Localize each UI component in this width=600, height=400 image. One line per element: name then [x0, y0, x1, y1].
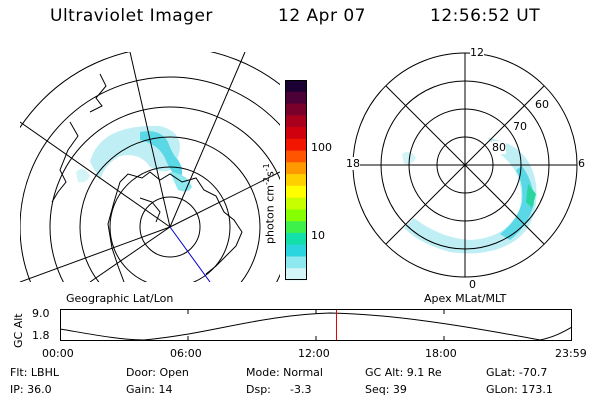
colorbar-swatch: [285, 244, 307, 257]
gain-info: Gain: 14: [126, 383, 173, 396]
altitude-plot: [59, 309, 573, 341]
coastlines: [51, 73, 243, 282]
door-info: Door: Open: [126, 366, 189, 379]
colorbar-swatch: [285, 256, 307, 269]
glat-info: GLat: -70.7: [486, 366, 548, 379]
xtick-0600: 06:00: [170, 347, 202, 360]
altitude-ytick-high: 9.0: [32, 307, 50, 320]
date-label: 12 Apr 07: [278, 6, 366, 26]
apex-caption: Apex MLat/MLT: [424, 292, 507, 305]
seq-info: Seq: 39: [365, 383, 407, 396]
colorbar-swatch: [285, 221, 307, 234]
xtick-1200: 12:00: [298, 347, 330, 360]
geographic-caption: Geographic Lat/Lon: [66, 292, 174, 305]
colorbar-swatch: [285, 209, 307, 222]
colorbar-swatch: [285, 91, 307, 105]
colorbar-swatch: [285, 268, 307, 281]
colorbar-tick-100: 100: [311, 141, 332, 154]
colorbar-tick-10: 10: [311, 229, 325, 242]
filter-info: Flt: LBHL: [10, 366, 59, 379]
mlt-label-0: 0: [469, 278, 476, 291]
colorbar-swatch: [285, 127, 307, 140]
colorbar-swatch: [285, 162, 307, 175]
dsp-value: -3.3: [290, 383, 312, 396]
colorbar-units: photon cm-2s-1: [262, 163, 277, 244]
colorbar-swatch: [285, 185, 307, 199]
instrument-title: Ultraviolet Imager: [50, 6, 213, 26]
magnetic-polar-map: [352, 52, 578, 278]
mlat-label-60: 60: [535, 98, 549, 111]
geographic-map: [20, 52, 280, 282]
colorbar-swatch: [285, 115, 307, 128]
gc-alt-info: GC Alt: 9.1 Re: [365, 366, 442, 379]
mlt-label-6: 6: [578, 157, 585, 170]
xtick-2359: 23:59: [555, 347, 587, 360]
colorbar-swatch: [285, 80, 307, 93]
terminator-line: [169, 226, 211, 282]
aurora-emission-right: [402, 138, 537, 254]
mlt-label-12: 12: [470, 46, 484, 59]
xtick-0000: 00:00: [42, 347, 74, 360]
colorbar-swatch: [285, 103, 307, 116]
mode-info: Mode: Normal: [246, 366, 323, 379]
colorbar-swatch: [285, 138, 307, 152]
dsp-label: Dsp:: [246, 383, 271, 396]
intensity-colorbar: [285, 80, 307, 281]
altitude-ylabel: GC Alt: [12, 313, 25, 348]
glon-info: GLon: 173.1: [486, 383, 553, 396]
altitude-ytick-low: 1.8: [32, 329, 50, 342]
colorbar-swatch: [285, 197, 307, 210]
colorbar-swatch: [285, 232, 307, 246]
colorbar-frame: [285, 80, 307, 280]
meridian-lines: [20, 52, 280, 282]
xtick-1800: 18:00: [425, 347, 457, 360]
aurora-emission-left: [76, 125, 192, 192]
colorbar-swatch: [285, 150, 307, 163]
colorbar-swatch: [285, 174, 307, 187]
mlt-label-18: 18: [346, 157, 360, 170]
ip-info: IP: 36.0: [10, 383, 52, 396]
mlat-label-80: 80: [492, 141, 506, 154]
latitude-circles: [20, 52, 280, 282]
time-label: 12:56:52 UT: [430, 6, 541, 26]
mlat-label-70: 70: [513, 120, 527, 133]
